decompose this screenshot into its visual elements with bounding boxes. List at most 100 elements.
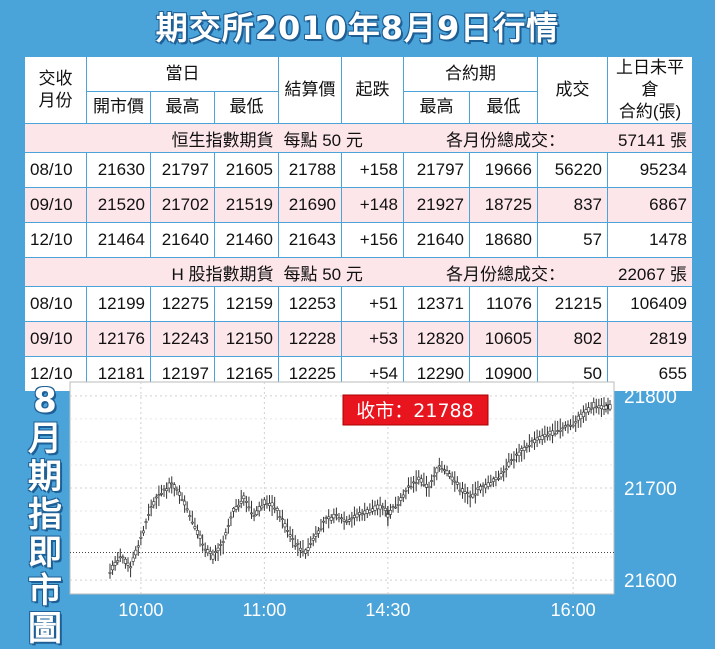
page-title: 期交所2010年8月9日行情 [155,9,560,47]
cell-change: +51 [341,286,404,322]
cell-volume: 21215 [537,286,608,322]
close-label-box [342,394,489,426]
candle-body [195,530,199,535]
candle-body [324,517,328,519]
candle-body [213,551,217,553]
candle-body [507,461,511,467]
cell-low: 12150 [214,321,279,357]
cell-high: 21702 [150,187,215,223]
candle-body [365,509,369,514]
candle-body [337,517,341,520]
cell-c-high: 21640 [403,222,470,258]
candle-body [460,488,464,493]
candle-body [525,445,529,448]
candle-body [378,504,382,510]
candle-body [587,407,591,413]
candle-body [584,409,588,414]
candle-body [548,431,552,435]
candle-body [239,500,243,504]
candle-body [136,545,140,548]
y-tick-label: 21700 [624,479,677,500]
cell-open: 12176 [86,321,151,357]
candle-body [252,515,256,517]
candle-body [608,404,612,410]
candle-body [216,547,220,551]
candle-body [412,481,416,484]
candle-body [363,510,367,515]
candle-body [111,565,115,571]
candle-body [275,508,279,511]
cell-c-high: 12820 [403,321,470,357]
section-per-point: 每點 50 元 [278,257,404,287]
candle-body [579,413,583,419]
side-label-char: 月 [28,419,62,459]
candle-body [165,488,169,492]
candle-body [430,480,434,482]
section-per-point: 每點 50 元 [278,123,404,153]
candle-body [229,516,233,519]
candle-body [283,523,287,528]
candle-body [167,482,171,489]
candle-body [597,405,601,408]
table-row: 08/10 21630 21797 21605 21788 +158 21797 19666 5… [24,152,693,188]
candle-body [352,515,356,518]
candle-body [481,484,485,487]
candle-body [203,548,207,551]
candle-body [188,515,192,517]
candle-body [358,512,362,516]
candle-body [298,547,302,551]
header-contract-group: 合約期 [403,56,538,92]
cell-high: 12243 [150,321,215,357]
candle-body [540,435,544,440]
cell-volume: 56220 [537,152,608,188]
candle-body [296,542,300,545]
candle-body [157,494,161,496]
candle-body [129,566,133,569]
candle-body [123,558,127,564]
candle-body [576,415,580,421]
cell-c-low: 11076 [469,286,538,322]
candle-body [435,467,439,474]
candle-body [463,491,467,494]
candle-body [306,547,310,551]
cell-settle: 12253 [278,286,342,322]
candle-body [232,508,236,512]
candle-body [193,526,197,529]
candle-body [419,478,423,483]
candle-body [432,475,436,477]
candle-body [347,519,351,522]
candle-body [574,421,578,424]
candle-body [244,500,248,503]
candle-body [360,513,364,516]
cell-c-low: 18725 [469,187,538,223]
side-label-char: 8 [33,381,57,421]
candle-body [309,543,313,545]
candle-body [126,562,130,566]
candle-body [533,439,537,444]
candle-body [121,556,125,559]
candle-body [177,491,181,496]
cell-oi: 95234 [607,152,693,188]
candle-body [450,476,454,481]
section-row: H 股指數期貨 每點 50 元各月份總成交： 22067 張 [24,257,693,287]
header-low: 最低 [214,90,279,125]
section-name: 恒生指數期貨 [24,123,279,153]
candle-body [154,496,158,499]
header-settle: 結算價 [278,56,342,124]
candle-body [234,506,238,510]
candle-body [332,514,336,519]
candle-body [527,445,531,447]
candle-body [131,557,135,562]
header-open: 開市價 [86,90,151,125]
candle-body [237,504,241,508]
candle-body [558,429,562,432]
candle-body [141,530,145,534]
candle-body [185,508,189,511]
candle-body [404,490,408,492]
candle-body [466,492,470,494]
cell-volume: 837 [537,187,608,223]
candle-body [499,473,503,478]
candle-body [373,505,377,511]
cell-settle: 21643 [278,222,342,258]
